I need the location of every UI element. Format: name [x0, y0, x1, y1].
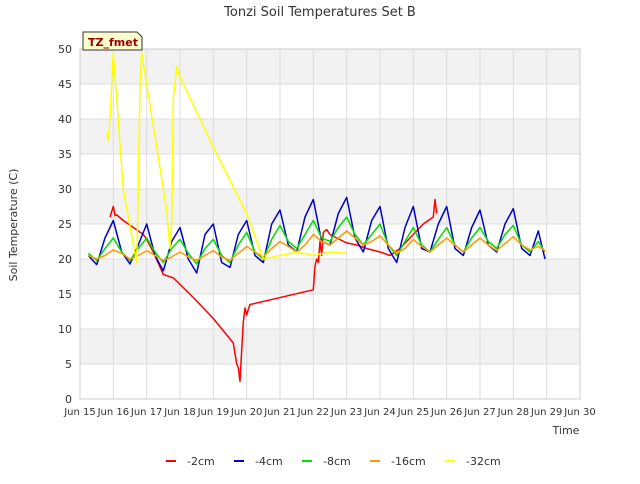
series-line-16cm [88, 230, 546, 262]
plot-band [80, 154, 580, 189]
chart-title: Tonzi Soil Temperatures Set B [223, 5, 416, 20]
legend-label: -4cm [255, 455, 283, 468]
plot-frame [79, 48, 581, 400]
legend-label: -16cm [391, 455, 426, 468]
plot-band [80, 329, 580, 364]
y-tick-label: 35 [58, 148, 72, 161]
x-tick-label: Jun 17 [130, 407, 163, 418]
x-tick-label: Jun 25 [397, 407, 430, 418]
plot-background [80, 49, 580, 399]
x-tick-label: Jun 23 [330, 407, 363, 418]
series-line-4cm [87, 196, 546, 274]
legend-item: -8cm [302, 455, 351, 468]
y-tick-label: 30 [58, 183, 72, 196]
legend: -2cm -4cm -8cm -16cm -32cm [166, 455, 501, 468]
x-axis-ticks: Jun 15 Jun 16 Jun 17 Jun 18 Jun 19 Jun 20 Jun … [63, 407, 596, 418]
x-tick-label: Jun 16 [97, 407, 130, 418]
legend-label: -2cm [187, 455, 215, 468]
y-tick-label: 15 [58, 288, 72, 301]
y-tick-label: 50 [58, 43, 72, 56]
plot-band [80, 119, 580, 154]
series-layer [87, 51, 546, 383]
y-tick-label: 40 [58, 113, 72, 126]
plot-band [80, 84, 580, 119]
y-tick-label: 10 [58, 323, 72, 336]
x-tick-label: Jun 29 [530, 407, 563, 418]
plot-band [80, 49, 580, 84]
x-tick-label: Jun 22 [297, 407, 330, 418]
y-axis-ticks: 0 5 10 15 20 25 30 35 40 45 50 [58, 43, 72, 406]
x-tick-label: Jun 18 [163, 407, 196, 418]
legend-item: -16cm [370, 455, 426, 468]
x-tick-label: Jun 15 [63, 407, 96, 418]
badge-label: TZ_fmet [88, 36, 138, 49]
series-line-32cm [105, 51, 347, 264]
y-axis-label: Soil Temperature (C) [7, 169, 20, 282]
plot-band [80, 364, 580, 399]
legend-label: -8cm [323, 455, 351, 468]
x-tick-label: Jun 24 [363, 407, 396, 418]
y-tick-label: 0 [65, 393, 72, 406]
x-tick-label: Jun 19 [197, 407, 230, 418]
x-tick-label: Jun 26 [430, 407, 463, 418]
x-tick-label: Jun 28 [497, 407, 530, 418]
plot-band [80, 189, 580, 224]
plot-band [80, 294, 580, 329]
legend-item: -2cm [166, 455, 215, 468]
y-tick-label: 20 [58, 253, 72, 266]
series-line-2cm [109, 198, 438, 383]
y-tick-label: 45 [58, 78, 72, 91]
legend-item: -4cm [234, 455, 283, 468]
legend-item: -32cm [445, 455, 501, 468]
y-tick-label: 25 [58, 218, 72, 231]
x-axis-label: Time [552, 424, 580, 437]
x-tick-label: Jun 27 [463, 407, 496, 418]
x-tick-label: Jun 30 [563, 407, 596, 418]
legend-label: -32cm [466, 455, 501, 468]
y-tick-label: 5 [65, 358, 72, 371]
plot-band [80, 259, 580, 294]
x-tick-label: Jun 21 [263, 407, 296, 418]
tz-fmet-badge: TZ_fmet [82, 31, 143, 51]
x-tick-label: Jun 20 [230, 407, 263, 418]
